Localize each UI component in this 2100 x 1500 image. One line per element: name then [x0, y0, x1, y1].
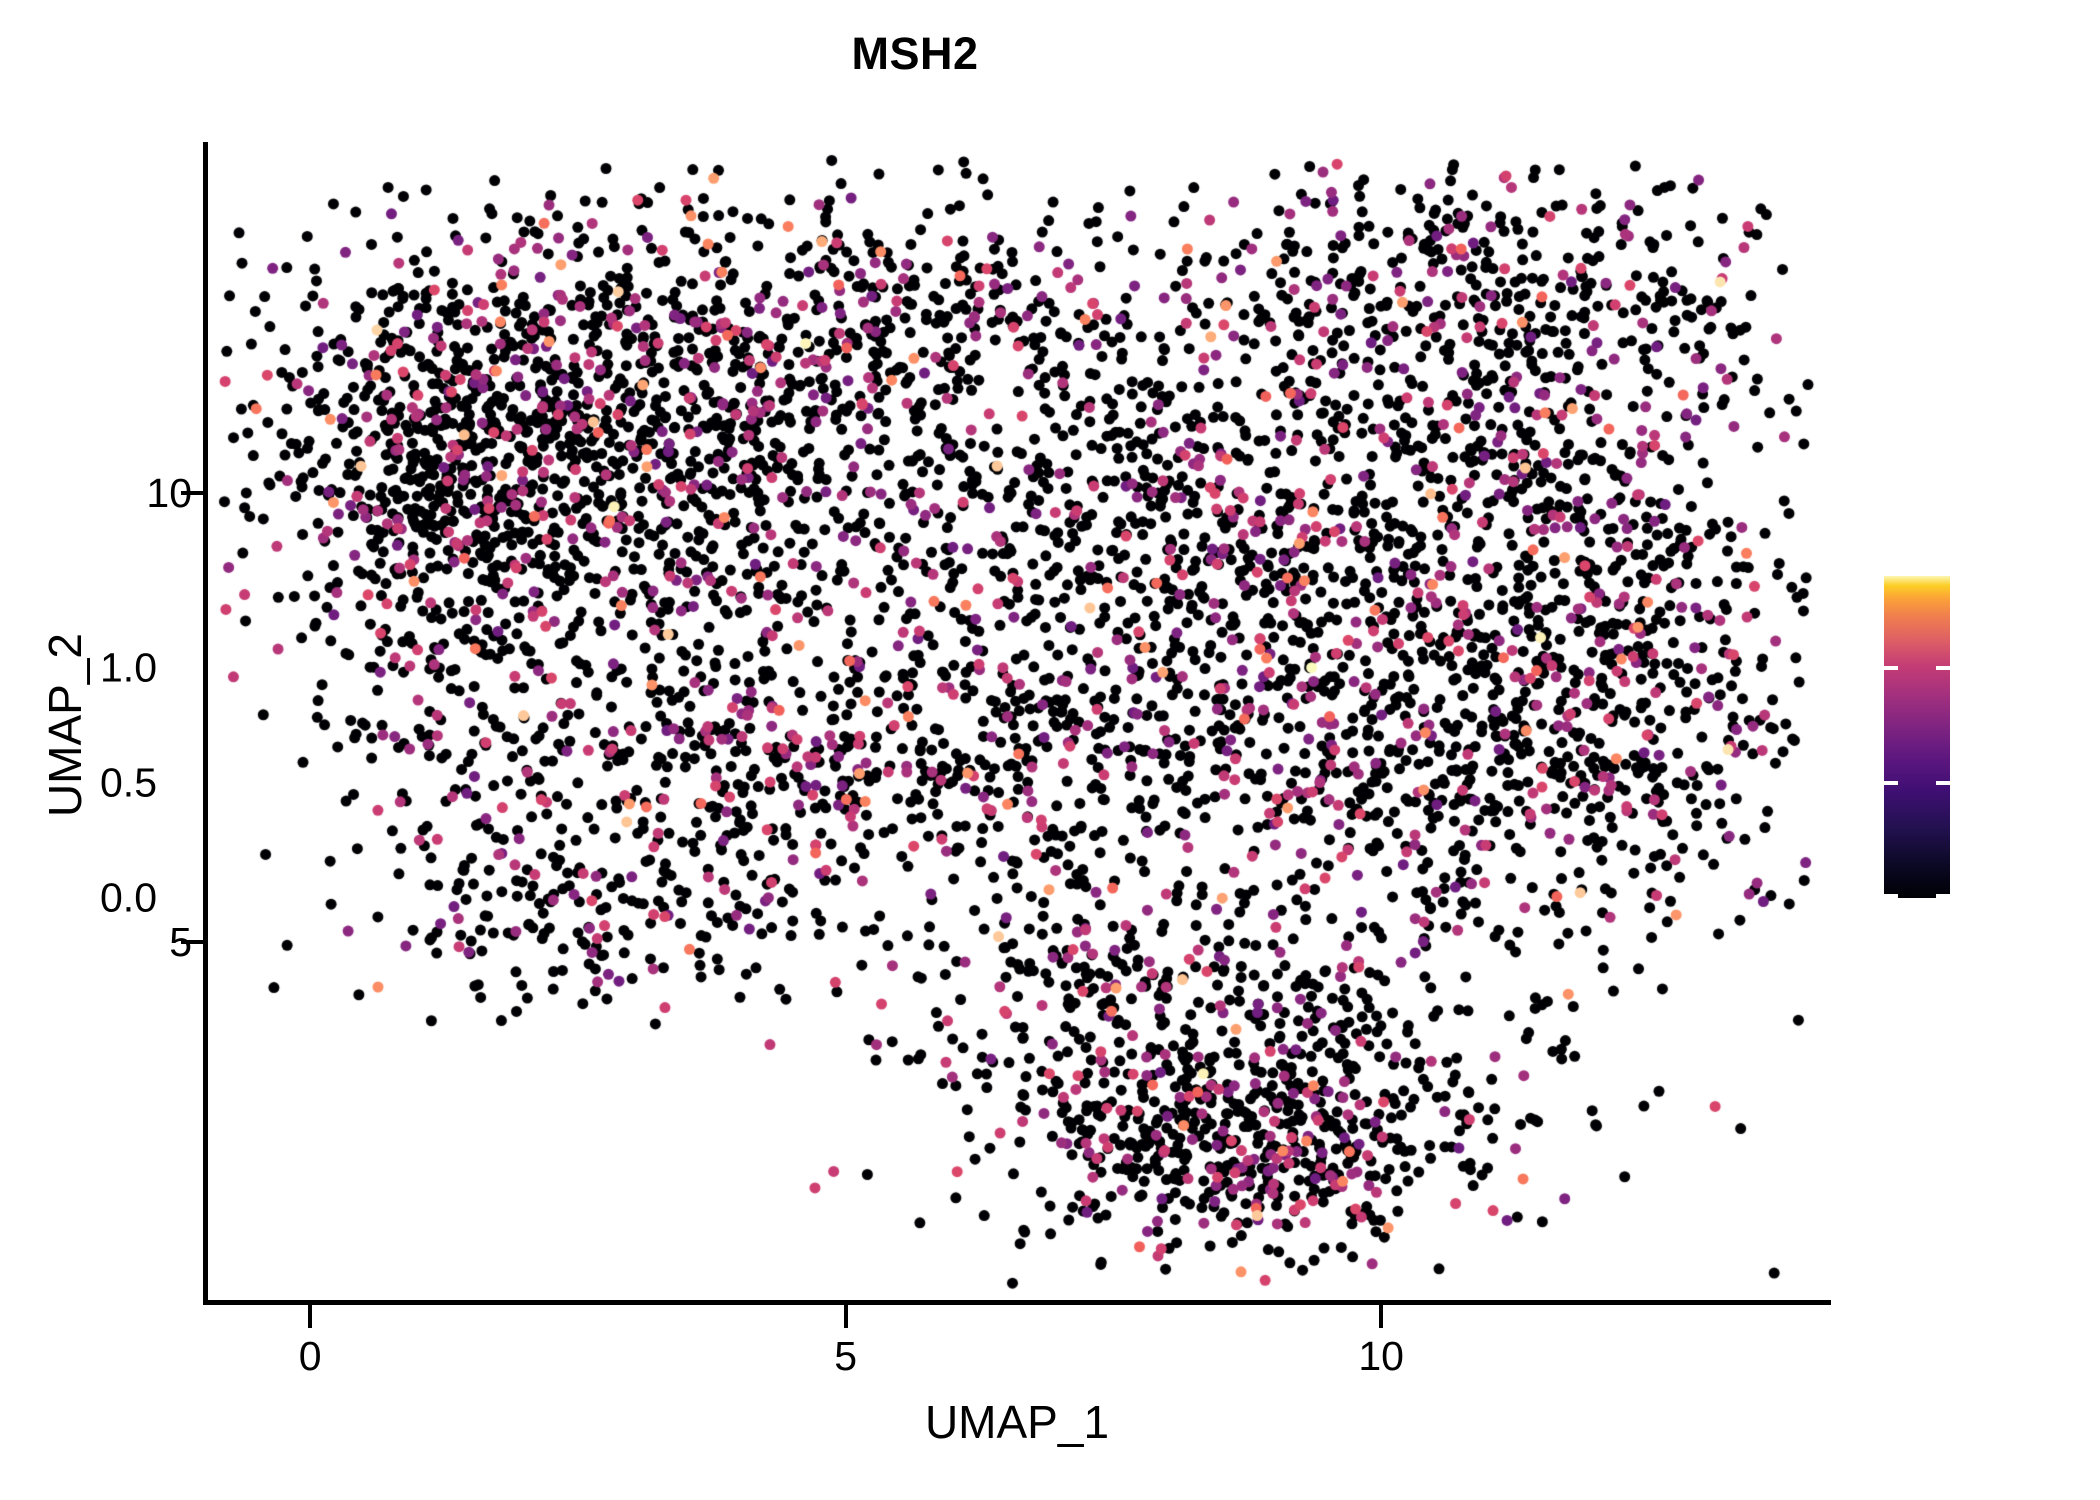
colorbar-tick-label: 1.0	[100, 644, 157, 691]
x-tick-label: 0	[298, 1333, 322, 1379]
x-tick-mark	[843, 1305, 848, 1328]
y-axis-title: UMAP_2	[39, 632, 91, 818]
y-tick-mark	[181, 490, 204, 495]
colorbar-tick-mark	[1884, 666, 1898, 670]
colorbar-tick-mark	[1936, 666, 1950, 670]
x-tick-mark	[1379, 1305, 1384, 1328]
colorbar-gradient	[1884, 576, 1950, 898]
colorbar-tick-mark	[1884, 894, 1898, 898]
colorbar-tick-mark	[1884, 781, 1898, 785]
page-title: MSH2	[851, 28, 979, 79]
colorbar-legend	[1884, 576, 1950, 898]
x-axis-title: UMAP_1	[924, 1396, 1110, 1448]
y-tick-label: 5	[169, 919, 192, 966]
colorbar-tick-label: 0.5	[100, 759, 157, 806]
colorbar-tick-mark	[1936, 781, 1950, 785]
x-tick-label: 5	[834, 1333, 858, 1379]
y-tick-label: 10	[146, 469, 192, 516]
scatter-points-canvas	[203, 142, 1831, 1302]
x-tick-mark	[308, 1305, 313, 1328]
x-tick-label: 10	[1358, 1333, 1404, 1379]
y-tick-mark	[181, 940, 204, 945]
colorbar-tick-label: 0.0	[100, 874, 157, 921]
y-axis-line	[203, 142, 208, 1305]
x-axis-line	[203, 1300, 1831, 1305]
colorbar-tick-mark	[1936, 894, 1950, 898]
scatter-plot-panel	[203, 142, 1831, 1302]
